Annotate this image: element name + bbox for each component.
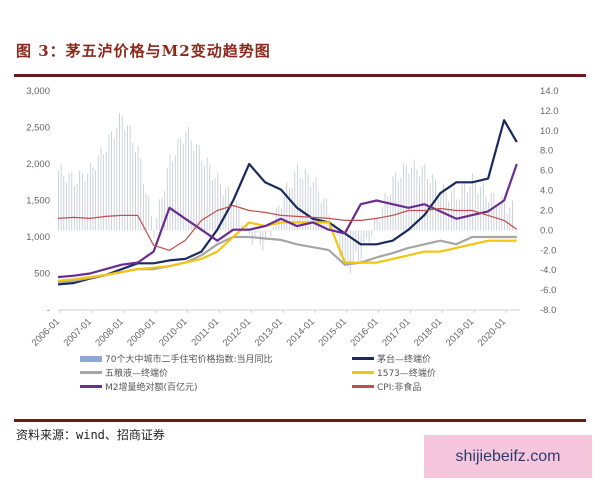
legend-item: 五粮液—终端价 bbox=[80, 366, 168, 379]
x-tick-label: 2008-01 bbox=[93, 316, 125, 348]
legend-item: 70个大中城市二手住宅价格指数:当月同比 bbox=[80, 352, 273, 365]
x-tick-label: 2019-01 bbox=[444, 316, 476, 348]
y-right-tick: 6.0 bbox=[540, 166, 553, 177]
y-right-tick: -4.0 bbox=[540, 265, 556, 276]
x-tick-label: 2009-01 bbox=[125, 316, 157, 348]
legend-swatch-icon bbox=[352, 371, 374, 374]
y-right-tick: 2.0 bbox=[540, 205, 553, 216]
x-tick-label: 2013-01 bbox=[253, 316, 285, 348]
legend-label: 茅台—终端价 bbox=[377, 355, 432, 365]
y-left-tick: 2,000 bbox=[26, 159, 50, 170]
x-tick-label: 2014-01 bbox=[285, 316, 317, 348]
y-right-tick: 14.0 bbox=[540, 86, 559, 97]
y-left-tick: 2,500 bbox=[26, 123, 50, 134]
legend-label: 1573—终端价 bbox=[377, 369, 436, 379]
y-left-tick: 1,500 bbox=[26, 196, 50, 207]
x-tick-label: 2012-01 bbox=[221, 316, 253, 348]
source-divider bbox=[14, 419, 586, 422]
legend-item: 1573—终端价 bbox=[352, 366, 436, 379]
y-left-tick: 3,000 bbox=[26, 86, 50, 97]
legend-item: 茅台—终端价 bbox=[352, 352, 431, 365]
x-tick-label: 2015-01 bbox=[316, 316, 348, 348]
y-left-tick: 1,000 bbox=[26, 232, 50, 243]
y-left-tick: - bbox=[47, 305, 50, 316]
legend-swatch-icon bbox=[352, 357, 374, 360]
legend-label: 70个大中城市二手住宅价格指数:当月同比 bbox=[105, 355, 273, 365]
x-tick-label: 2020-01 bbox=[476, 316, 508, 348]
title-divider bbox=[14, 74, 586, 77]
y-right-tick: -6.0 bbox=[540, 285, 556, 296]
y-left-tick: 500 bbox=[34, 269, 50, 280]
y-right-tick: 12.0 bbox=[540, 106, 559, 117]
line-series bbox=[57, 163, 518, 279]
legend-swatch-icon bbox=[80, 371, 102, 374]
legend-swatch-icon bbox=[80, 385, 102, 388]
legend-item: CPI:非食品 bbox=[352, 380, 421, 393]
y-right-tick: 8.0 bbox=[540, 146, 553, 157]
y-right-tick: 0.0 bbox=[540, 225, 553, 236]
y-right-tick: 10.0 bbox=[540, 126, 559, 137]
legend-item: M2增量绝对额(百亿元) bbox=[80, 380, 198, 393]
source-note: 资料来源：wind、招商证券 bbox=[16, 428, 165, 442]
bar-series bbox=[58, 113, 513, 274]
line-series bbox=[57, 221, 517, 282]
chart-title: 图 3：茅五泸价格与M2变动趋势图 bbox=[16, 42, 271, 60]
legend-label: 五粮液—终端价 bbox=[105, 369, 169, 379]
chart-plot: - 500 1,000 1,500 2,000 2,500 3,000 -8.0 -6.0 -4.… bbox=[26, 86, 559, 349]
legend-swatch-icon bbox=[352, 385, 374, 388]
legend-label: M2增量绝对额(百亿元) bbox=[105, 383, 198, 393]
x-tick-label: 2007-01 bbox=[62, 316, 94, 348]
watermark: shijiebeifz.com bbox=[424, 435, 592, 478]
x-tick-label: 2011-01 bbox=[189, 316, 221, 348]
x-tick-label: 2010-01 bbox=[157, 316, 189, 348]
y-right-tick: -8.0 bbox=[540, 305, 556, 316]
line-series bbox=[57, 119, 518, 286]
line-series bbox=[57, 204, 518, 251]
y-right-tick: -2.0 bbox=[540, 245, 556, 256]
legend-label: CPI:非食品 bbox=[377, 383, 422, 393]
x-tick-label: 2018-01 bbox=[412, 316, 444, 348]
x-tick-label: 2016-01 bbox=[348, 316, 380, 348]
legend-swatch-icon bbox=[80, 355, 102, 362]
x-tick-label: 2017-01 bbox=[380, 316, 412, 348]
line-series bbox=[57, 235, 517, 284]
y-right-tick: 4.0 bbox=[540, 186, 553, 197]
x-tick-label: 2006-01 bbox=[30, 316, 62, 348]
